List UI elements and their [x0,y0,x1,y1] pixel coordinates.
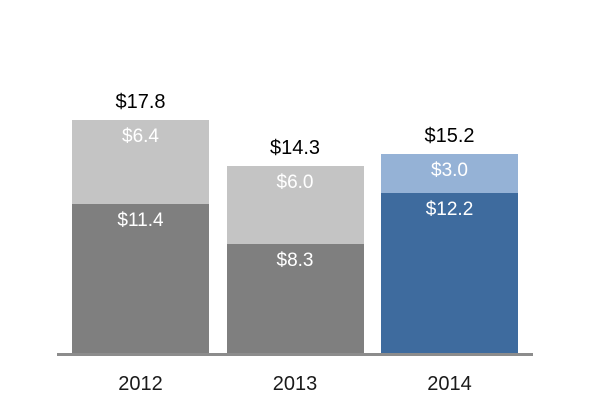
bar-segment-top-segment: $6.0 [226,165,364,245]
bar-group: $15.2 $3.0 $12.2 2014 [381,124,518,395]
bar-segment-label: $6.0 [276,171,314,193]
bar-segment-top-segment: $3.0 [381,153,518,194]
bar-total-label: $17.8 [115,90,166,113]
bar-segment-bottom-segment: $11.4 [72,203,209,353]
x-axis-label: 2012 [118,373,163,395]
bar-segment-label: $12.2 [425,199,474,221]
bars-row: $17.8 $6.4 $11.4 2012 $14.3 $6.0 $8.3 2013 $15.2… [57,90,533,395]
bar-group: $17.8 $6.4 $11.4 2012 [72,90,209,395]
bar-segment-label: $8.3 [276,250,314,272]
bar-group: $14.3 $6.0 $8.3 2013 [226,136,364,395]
bar-segment-label: $3.0 [431,159,468,181]
bar-segment-bottom-segment: $8.3 [226,244,364,353]
x-axis-label: 2013 [272,373,318,395]
bar-segment-top-segment: $6.4 [72,119,209,204]
bar-total-label: $15.2 [424,124,475,147]
bar-segment-label: $11.4 [117,209,164,231]
x-axis-label: 2014 [427,373,472,395]
plot-area: $17.8 $6.4 $11.4 2012 $14.3 $6.0 $8.3 2013 $15.2… [57,91,533,395]
bar-total-label: $14.3 [269,136,321,159]
bar-segment-bottom-segment: $12.2 [381,193,518,353]
bar-segment-label: $6.4 [122,125,159,147]
